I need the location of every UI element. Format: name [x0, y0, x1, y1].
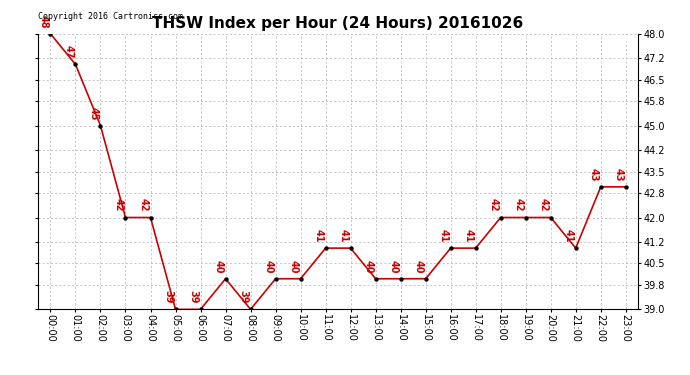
- Point: [370, 276, 381, 282]
- Text: 43: 43: [589, 168, 599, 182]
- Point: [45, 31, 56, 37]
- Point: [270, 276, 281, 282]
- Point: [245, 306, 256, 312]
- Point: [495, 214, 506, 220]
- Text: 42: 42: [139, 198, 148, 212]
- Text: 40: 40: [264, 260, 274, 273]
- Text: 39: 39: [164, 290, 174, 304]
- Text: 40: 40: [214, 260, 224, 273]
- Text: 47: 47: [63, 45, 74, 59]
- Text: 43: 43: [614, 168, 624, 182]
- Text: 41: 41: [314, 229, 324, 243]
- Text: 42: 42: [489, 198, 499, 212]
- Text: 42: 42: [114, 198, 124, 212]
- Point: [595, 184, 607, 190]
- Text: 40: 40: [388, 260, 399, 273]
- Text: 40: 40: [414, 260, 424, 273]
- Point: [620, 184, 631, 190]
- Text: 41: 41: [339, 229, 348, 243]
- Text: 40: 40: [364, 260, 374, 273]
- Text: 48: 48: [39, 15, 48, 28]
- Point: [145, 214, 156, 220]
- Text: 39: 39: [188, 290, 199, 304]
- Text: 41: 41: [464, 229, 474, 243]
- Point: [395, 276, 406, 282]
- Text: 42: 42: [539, 198, 549, 212]
- Point: [420, 276, 431, 282]
- Point: [320, 245, 331, 251]
- Text: 42: 42: [514, 198, 524, 212]
- Text: 39: 39: [239, 290, 248, 304]
- Text: Copyright 2016 Cartronics.com: Copyright 2016 Cartronics.com: [38, 12, 183, 21]
- Point: [220, 276, 231, 282]
- Text: THSW  (°F): THSW (°F): [569, 35, 629, 45]
- Title: THSW Index per Hour (24 Hours) 20161026: THSW Index per Hour (24 Hours) 20161026: [152, 16, 524, 31]
- Text: 41: 41: [564, 229, 574, 243]
- Point: [120, 214, 131, 220]
- Point: [470, 245, 481, 251]
- Text: 40: 40: [288, 260, 299, 273]
- Point: [445, 245, 456, 251]
- Point: [195, 306, 206, 312]
- Text: 45: 45: [88, 106, 99, 120]
- Point: [95, 123, 106, 129]
- Point: [70, 62, 81, 68]
- Point: [570, 245, 581, 251]
- Point: [295, 276, 306, 282]
- Point: [545, 214, 556, 220]
- Point: [520, 214, 531, 220]
- Point: [170, 306, 181, 312]
- Text: 41: 41: [439, 229, 449, 243]
- Point: [345, 245, 356, 251]
